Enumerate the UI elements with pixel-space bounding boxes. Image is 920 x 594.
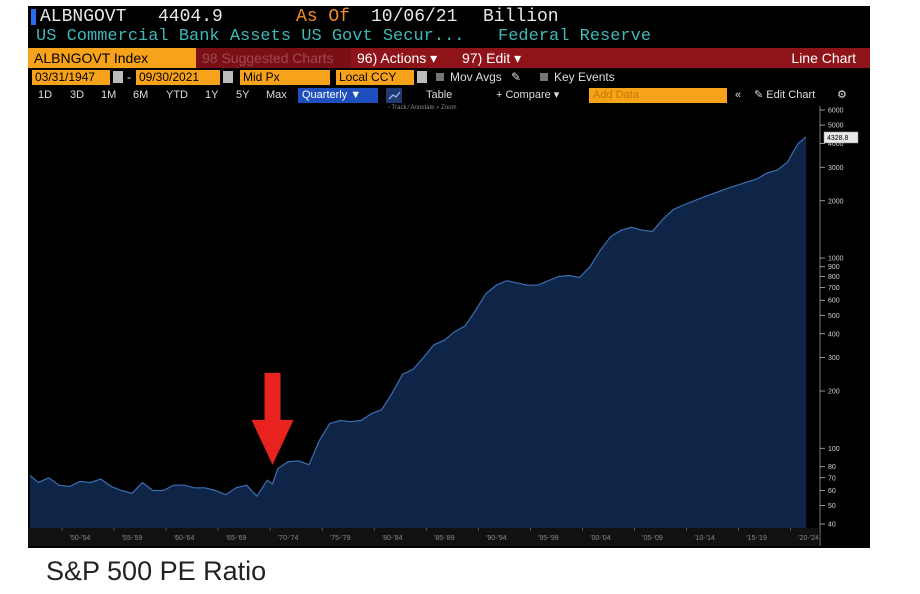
start-calendar-icon[interactable]: [113, 71, 123, 83]
y-tick-label: 600: [828, 298, 840, 305]
date-range-dash: -: [127, 70, 131, 84]
y-tick-label: 1000: [828, 256, 844, 263]
line-chart-icon[interactable]: [386, 88, 402, 103]
figure-caption: S&P 500 PE Ratio: [46, 556, 267, 586]
range-button-ytd[interactable]: YTD: [166, 89, 188, 101]
period-select[interactable]: Quarterly ▼: [298, 88, 378, 103]
plot-area: '50-'54 '55-'59 '60-'64 '65-'69 '70-'74 '75-'…: [28, 106, 859, 546]
x-tick-label: '65-'69: [226, 535, 247, 542]
y-tick-label: 700: [828, 285, 840, 292]
y-tick-label: 900: [828, 264, 840, 271]
y-tick-label: 50: [828, 503, 836, 510]
chart-toolbar: ALBNGOVT Index 98 Suggested Charts 96) A…: [28, 48, 870, 68]
line-chart-glyph: [388, 91, 401, 100]
suggested-charts-button[interactable]: 98 Suggested Charts: [196, 48, 351, 68]
chart-subtools[interactable]: ▫ Track ⁄ Annotate ⌕ Zoom: [388, 105, 457, 111]
x-tick-label: '95-'99: [538, 535, 559, 542]
security-description: US Commercial Bank Assets US Govt Secur.…: [36, 27, 465, 46]
ticker-symbol: ALBNGOVT: [40, 7, 127, 27]
x-tick-label: '05-'09: [642, 535, 663, 542]
x-tick-label: '75-'79: [330, 535, 351, 542]
y-tick-label: 60: [828, 488, 836, 495]
x-tick-label: '90-'94: [486, 535, 507, 542]
currency-select[interactable]: Local CCY: [336, 70, 414, 85]
key-events-label[interactable]: Key Events: [554, 70, 615, 84]
x-tick-label: '10-'14: [694, 535, 715, 542]
start-date-field[interactable]: 03/31/1947: [32, 70, 110, 85]
add-data-input[interactable]: Add Data: [589, 88, 727, 103]
as-of-label: As Of: [296, 7, 351, 27]
range-button-5y[interactable]: 5Y: [236, 89, 250, 101]
y-tick-label: 6000: [828, 108, 844, 115]
last-value-box: [823, 131, 859, 144]
y-tick-label: 400: [828, 331, 840, 338]
series-area: [30, 137, 806, 528]
gear-icon[interactable]: ⚙: [837, 89, 847, 101]
unit-label: Billion: [483, 7, 559, 27]
security-description-row: US Commercial Bank Assets US Govt Secur.…: [28, 27, 870, 47]
y-tick-label: 40: [828, 522, 836, 529]
range-button-1y[interactable]: 1Y: [205, 89, 219, 101]
red-down-arrow-annotation: [251, 372, 294, 465]
x-tick-label: '00-'04: [590, 535, 611, 542]
security-header: ALBNGOVT 4404.9 As Of 10/06/21 Billion: [28, 6, 870, 28]
y-tick-label: 200: [828, 389, 840, 396]
y-tick-label: 4000: [828, 141, 844, 148]
data-source: Federal Reserve: [498, 27, 652, 46]
series-line: [29, 136, 807, 498]
x-axis-band: [28, 528, 818, 546]
x-tick-label: '50-'54: [70, 535, 91, 542]
y-tick-label: 80: [828, 464, 836, 471]
chart-type-title: Line Chart: [791, 50, 856, 66]
end-calendar-icon[interactable]: [223, 71, 233, 83]
currency-dropdown-icon[interactable]: [417, 71, 427, 83]
x-tick-label: '60-'64: [174, 535, 195, 542]
range-button-1d[interactable]: 1D: [38, 89, 53, 101]
x-tick-label: '20-'24: [798, 535, 819, 542]
range-button-max[interactable]: Max: [266, 89, 287, 101]
range-toolbar: 1D 3D 1M 6M YTD 1Y 5Y Max Quarterly ▼ Ta…: [28, 87, 870, 104]
last-price: 4404.9: [158, 7, 223, 27]
table-button[interactable]: Table: [426, 89, 453, 101]
end-date-field[interactable]: 09/30/2021: [136, 70, 220, 85]
pencil-icon[interactable]: ✎: [511, 70, 522, 84]
y-tick-label: 100: [828, 446, 840, 453]
mov-avgs-label[interactable]: Mov Avgs: [450, 70, 502, 84]
area-chart: '50-'54 '55-'59 '60-'64 '65-'69 '70-'74 '75-'…: [28, 106, 859, 546]
security-field[interactable]: ALBNGOVT Index: [28, 48, 196, 68]
edit-chart-button[interactable]: ✎ Edit Chart: [754, 89, 816, 101]
x-tick-label: '15-'19: [746, 535, 767, 542]
collapse-button[interactable]: «: [735, 89, 742, 101]
y-tick-label: 300: [828, 355, 840, 362]
as-of-date: 10/06/21: [371, 7, 458, 27]
x-tick-label: '85-'89: [434, 535, 455, 542]
key-events-checkbox[interactable]: [540, 73, 548, 81]
chart-controls-row: 03/31/1947 - 09/30/2021 Mid Px Local CCY…: [28, 69, 870, 86]
y-tick-label: 5000: [828, 123, 844, 130]
y-tick-label: 800: [828, 274, 840, 281]
y-tick-label: 3000: [828, 165, 844, 172]
price-field-select[interactable]: Mid Px: [240, 70, 330, 85]
edit-menu[interactable]: 97) Edit ▾: [462, 50, 522, 66]
last-value-label: 4328.8: [827, 135, 849, 142]
y-tick-label: 500: [828, 313, 840, 320]
range-button-6m[interactable]: 6M: [133, 89, 149, 101]
focus-marker: [31, 9, 36, 25]
range-button-1m[interactable]: 1M: [101, 89, 117, 101]
y-tick-label: 70: [828, 475, 836, 482]
bloomberg-terminal-panel: ALBNGOVT 4404.9 As Of 10/06/21 Billion U…: [28, 6, 870, 548]
x-tick-label: '70-'74: [278, 535, 299, 542]
actions-menu[interactable]: 96) Actions ▾: [357, 50, 438, 66]
mov-avgs-checkbox[interactable]: [436, 73, 444, 81]
compare-button[interactable]: + Compare ▾: [496, 89, 560, 101]
x-tick-label: '55-'59: [122, 535, 143, 542]
y-tick-label: 2000: [828, 198, 844, 205]
x-tick-label: '80-'84: [382, 535, 403, 542]
range-button-3d[interactable]: 3D: [70, 89, 85, 101]
